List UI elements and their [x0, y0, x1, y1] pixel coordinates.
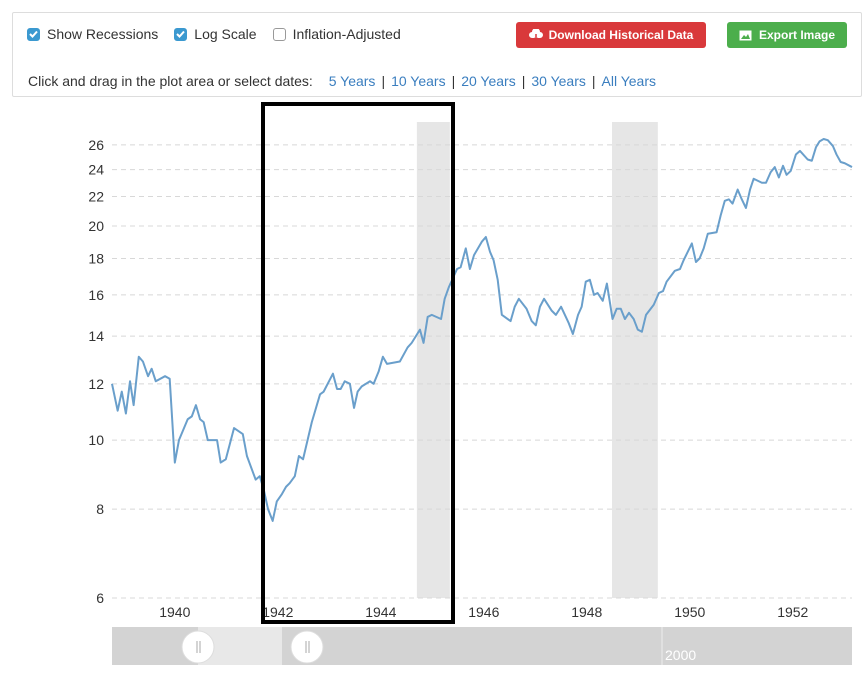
button-label: Export Image: [758, 28, 836, 42]
y-tick-label: 20: [88, 218, 104, 234]
x-tick-label: 1944: [365, 604, 396, 620]
x-tick-label: 1950: [674, 604, 705, 620]
checkbox-label[interactable]: Log Scale: [194, 26, 257, 42]
separator: |: [521, 73, 526, 89]
series-line: [111, 138, 853, 522]
separator: |: [591, 73, 596, 89]
navigator-label: 2000: [665, 647, 696, 663]
separator: |: [381, 73, 386, 89]
checkbox-box[interactable]: [27, 27, 40, 41]
range-link[interactable]: 30 Years: [531, 73, 586, 89]
y-tick-label: 16: [88, 287, 104, 303]
range-link[interactable]: 5 Years: [328, 73, 376, 89]
options: Show Recessions Log Scale Inflation-Adjust…: [27, 26, 417, 42]
range-row: Click and drag in the plot area or selec…: [28, 73, 662, 89]
y-tick-label: 12: [88, 376, 104, 392]
prompt: Click and drag in the plot area or selec…: [28, 73, 313, 89]
checkbox[interactable]: Show Recessions: [27, 26, 158, 42]
navigator-handle[interactable]: [290, 630, 324, 664]
checkbox-box[interactable]: [272, 27, 286, 41]
recession-band: [416, 122, 450, 598]
checkbox-box[interactable]: [174, 27, 188, 41]
checkbox-label[interactable]: Show Recessions: [47, 26, 159, 42]
y-tick-label: 18: [88, 251, 104, 267]
y-tick-label: 14: [88, 328, 104, 344]
x-tick-label: 1940: [159, 604, 190, 620]
y-tick-label: 10: [88, 432, 104, 448]
highlight-box: [261, 102, 455, 624]
separator: |: [451, 73, 456, 89]
button-label: Download Historical Data: [548, 28, 694, 42]
x-tick-label: 1948: [571, 604, 602, 620]
checkmark: [176, 30, 186, 38]
range-link[interactable]: 10 Years: [391, 73, 446, 89]
download-button[interactable]: Download Historical Data: [516, 22, 706, 48]
x-tick-label: 1942: [262, 604, 293, 620]
icon: [528, 29, 543, 41]
checkbox-label[interactable]: Inflation-Adjusted: [292, 26, 401, 42]
range-link[interactable]: All Years: [601, 73, 656, 89]
icon: [739, 30, 752, 40]
checkbox[interactable]: Log Scale: [174, 26, 257, 42]
y-tick-label: 6: [96, 590, 104, 606]
export-button[interactable]: Export Image: [727, 22, 847, 48]
x-tick-label: 1946: [468, 604, 499, 620]
y-tick-label: 22: [88, 189, 104, 205]
recession-band: [612, 122, 658, 598]
x-tick-label: 1952: [777, 604, 808, 620]
y-tick-label: 26: [88, 137, 104, 153]
checkmark: [29, 30, 38, 38]
range-link[interactable]: 20 Years: [461, 73, 516, 89]
control-panel: Show Recessions Log Scale Inflation-Adjust…: [12, 12, 862, 97]
checkbox[interactable]: Inflation-Adjusted: [272, 26, 401, 42]
y-tick-label: 8: [96, 501, 104, 517]
y-tick-label: 24: [88, 162, 104, 178]
navigator-handle[interactable]: [181, 630, 215, 664]
